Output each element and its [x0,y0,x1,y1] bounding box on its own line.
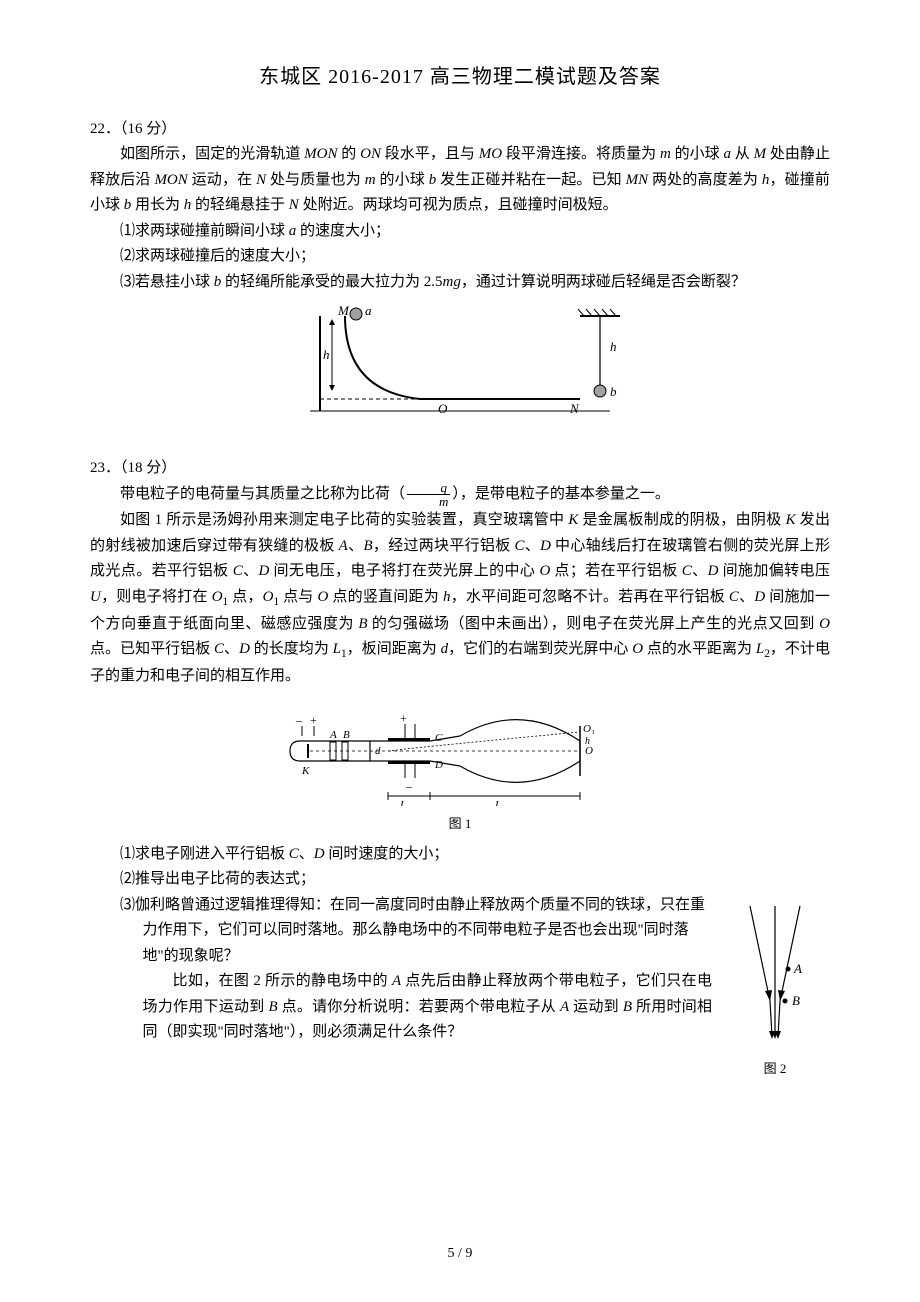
q23-p2: 如图 1 所示是汤姆孙用来测定电子比荷的实验装置，真空玻璃管中 K 是金属板制成… [90,508,830,690]
fig1-label: 图 1 [90,813,830,832]
q22-header: 22．（16 分） [90,117,830,138]
page-number: 5 / 9 [0,1246,920,1262]
q23-s3a: ⑶伽利略曾通过逻辑推理得知：在同一高度同时由静止释放两个质量不同的铁球，只在重力… [120,893,712,970]
q22-diagram: M a h O N b [290,301,630,421]
frac-num: q [407,481,450,495]
c-plus: + [400,711,407,725]
point-A-icon [786,966,791,971]
q23-s2: ⑵推导出电子比荷的表达式； [120,867,830,893]
q23-p1: 带电粒子的电荷量与其质量之比称为比荷（qm），是带电粒子的基本参量之一。 [90,481,830,508]
frac-den: m [407,495,450,508]
q23-header: 23．（18 分） [90,456,830,477]
page: 东城区 2016-2017 高三物理二模试题及答案 22．（16 分） 如图所示… [0,0,920,1302]
label-a: a [365,303,372,318]
q22-diagram-wrap: M a h O N b [90,301,830,426]
label-L2: L₂ [494,799,505,806]
q23-fig2-wrap: A B 图 2 [712,893,830,1077]
q23-s3-row: ⑶伽利略曾通过逻辑推理得知：在同一高度同时由静止释放两个质量不同的铁球，只在重力… [90,893,830,1077]
arrow-down-icon [329,385,335,391]
q22-s3: ⑶若悬挂小球 b 的轻绳所能承受的最大拉力为 2.5mg，通过计算说明两球碰后轻… [120,270,830,296]
k-minus: – [295,713,303,727]
label-A2: A [793,961,802,976]
q23-fig1-wrap: K + – A B d C D + – [90,696,830,832]
label-O: O [438,401,448,416]
q23-p1-a: 带电粒子的电荷量与其质量之比称为比荷（ [120,486,405,502]
label-h1: h [323,347,330,362]
label-h2: h [610,339,617,354]
label-K: K [301,765,310,777]
label-B2: B [792,993,800,1008]
label-b: b [610,384,617,399]
k-plus: + [310,713,317,727]
point-B-icon [783,998,788,1003]
q23-s3b: 比如，在图 2 所示的静电场中的 A 点先后由静止释放两个带电粒子，它们只在电场… [143,969,713,1046]
plate-C [388,738,430,741]
q23-fig1: K + – A B d C D + – [280,696,640,806]
label-L1: L₁ [399,799,410,806]
q22-s1: ⑴求两球碰撞前瞬间小球 a 的速度大小； [120,219,830,245]
d-minus: – [405,779,413,793]
ball-a-icon [350,308,362,320]
label-h23: h [585,736,590,747]
q23-s1: ⑴求电子刚进入平行铝板 C、D 间时速度的大小； [120,842,830,868]
q23-p1-b: ），是带电粒子的基本参量之一。 [452,486,670,502]
q22-s2: ⑵求两球碰撞后的速度大小； [120,244,830,270]
q23-fig2: A B [730,901,820,1051]
label-D: D [434,759,443,771]
ball-b-icon [594,385,606,397]
label-N: N [569,401,580,416]
label-C: C [435,732,443,744]
q22-p1: 如图所示，固定的光滑轨道 MON 的 ON 段水平，且与 MO 段平滑连接。将质… [90,142,830,219]
fig2-label: 图 2 [720,1058,830,1077]
fraction-qm: qm [407,481,450,508]
label-B: B [343,729,350,741]
label-M: M [337,303,350,318]
page-title: 东城区 2016-2017 高三物理二模试题及答案 [90,60,830,89]
label-O1: O₁ [583,723,595,735]
arrow-up-icon [329,319,335,325]
label-A: A [329,729,337,741]
plate-D [388,761,430,764]
